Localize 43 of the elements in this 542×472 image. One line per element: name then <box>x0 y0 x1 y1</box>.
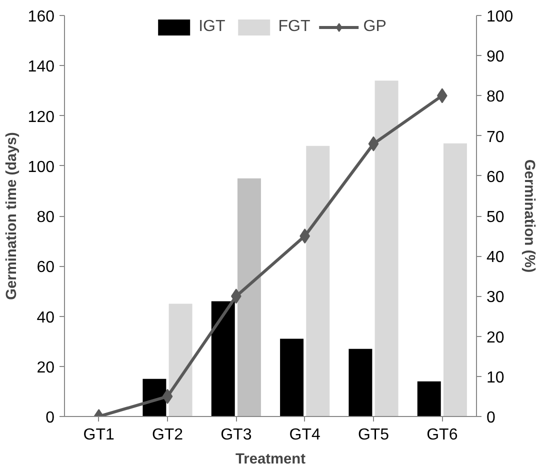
x-tick-label: GT1 <box>83 426 114 444</box>
bar <box>237 178 261 416</box>
y-tick-label: 20 <box>36 359 55 376</box>
bar <box>374 80 398 416</box>
bar <box>417 381 441 416</box>
y-tick-label: 40 <box>36 309 55 326</box>
y-tick-label: 160 <box>28 8 55 26</box>
bar <box>348 348 372 416</box>
y2-axis-title: Germination (%) <box>521 159 538 273</box>
x-tick-label: GT4 <box>289 426 320 444</box>
y-tick-label: 120 <box>28 108 55 126</box>
y-tick-label: 100 <box>28 158 55 176</box>
bar <box>280 338 304 416</box>
bar <box>306 146 330 416</box>
y-tick-label: 0 <box>46 410 55 426</box>
legend-label: FGT <box>278 18 310 36</box>
y2-tick-label: 90 <box>486 48 504 66</box>
y2-tick-label: 100 <box>486 8 514 26</box>
y2-tick-label: 40 <box>486 249 504 266</box>
x-tick-label: GT6 <box>426 426 458 444</box>
y2-tick-label: 60 <box>486 168 504 186</box>
x-tick-label: GT5 <box>358 426 390 444</box>
y-axis-title: Germination time (days) <box>4 132 20 300</box>
legend-label: IGT <box>198 18 226 36</box>
bar <box>443 143 467 416</box>
bar <box>211 301 235 416</box>
y2-tick-label: 30 <box>486 289 504 306</box>
y-tick-label: 80 <box>36 209 55 226</box>
y-tick-label: 60 <box>36 259 55 276</box>
x-axis-title: Treatment <box>235 452 306 468</box>
legend-label: GP <box>363 18 386 36</box>
y2-tick-label: 80 <box>486 88 504 106</box>
point <box>368 136 379 152</box>
y2-tick-label: 20 <box>486 329 504 346</box>
x-tick-label: GT3 <box>220 426 252 444</box>
y2-tick-label: 0 <box>486 410 496 426</box>
bar <box>168 304 192 416</box>
y2-tick-label: 50 <box>486 209 504 226</box>
y2-tick-label: 70 <box>486 128 504 146</box>
y-tick-label: 140 <box>28 58 55 76</box>
y2-tick-label: 10 <box>486 369 504 386</box>
x-tick-label: GT2 <box>152 426 184 444</box>
point <box>162 388 173 404</box>
